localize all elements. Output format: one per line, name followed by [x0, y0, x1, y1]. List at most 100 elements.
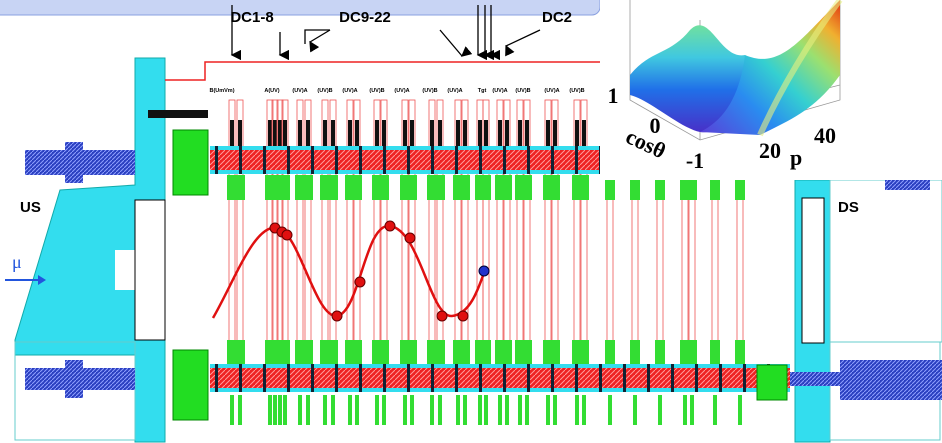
rail-joint [359, 364, 362, 392]
rail-joint [719, 364, 722, 392]
chamber-top [352, 175, 362, 200]
chamber-top [303, 175, 313, 200]
chamber-support [268, 395, 272, 425]
chamber-support [546, 395, 550, 425]
arrow [506, 30, 540, 46]
plane-label: B(UmVm) [209, 88, 234, 94]
rail-joint [743, 364, 746, 392]
plane-label: (UV)B [515, 88, 530, 94]
rail-joint [599, 364, 602, 392]
inset-x-tick: 1 [608, 83, 619, 108]
rail-joint [383, 146, 386, 174]
chamber-support [456, 395, 460, 425]
chamber-support [430, 120, 434, 150]
chamber-support [382, 120, 386, 150]
chamber-top [235, 175, 245, 200]
beam-pipe [790, 372, 840, 386]
rail-joint [551, 146, 554, 174]
hit [332, 311, 342, 321]
chamber-support [283, 395, 287, 425]
rail-joint [215, 146, 218, 174]
chamber-support [553, 395, 557, 425]
chamber-support [518, 395, 522, 425]
chamber-support [273, 395, 277, 425]
hit [385, 221, 395, 231]
beam-pipe [840, 360, 942, 400]
chamber-support [278, 395, 282, 425]
chamber-support [375, 395, 379, 425]
chamber-support [608, 395, 612, 425]
detector-label: DC9-22 [339, 9, 391, 26]
chamber-support [331, 395, 335, 425]
downstream-inner [802, 198, 824, 343]
rail-joint [407, 146, 410, 174]
plane-label: (UV)A [544, 88, 559, 94]
rail-joint [455, 364, 458, 392]
rail-joint [239, 146, 242, 174]
track [213, 226, 485, 318]
chamber-support [403, 395, 407, 425]
rail-joint [287, 146, 290, 174]
chamber-support [463, 120, 467, 150]
chamber-support [298, 120, 302, 150]
plane-label: (UV)A [342, 88, 357, 94]
chamber-support [273, 120, 277, 150]
hit-start [479, 266, 489, 276]
rail-joint [431, 364, 434, 392]
rail-joint [383, 364, 386, 392]
rail-joint [311, 364, 314, 392]
rail-joint [695, 364, 698, 392]
chamber-support [230, 395, 234, 425]
rail-joint [479, 364, 482, 392]
chamber-support [230, 120, 234, 150]
chamber-top [379, 175, 389, 200]
inset: 10-12040cosθp [600, 0, 942, 180]
green-block [173, 130, 208, 195]
rail-joint [623, 364, 626, 392]
green-block [757, 365, 787, 400]
chamber-top [280, 175, 290, 200]
chamber-support [525, 395, 529, 425]
chamber-support [498, 120, 502, 150]
chamber-support [355, 395, 359, 425]
rail-joint [647, 364, 650, 392]
chamber-support [268, 120, 272, 150]
rail-joint [551, 364, 554, 392]
hit [458, 311, 468, 321]
rail-joint [503, 146, 506, 174]
chamber-top [435, 175, 445, 200]
diagram: B(UmVm)A(UV)(UV)A(UV)B(UV)A(UV)B(UV)A(UV… [0, 0, 942, 443]
page: B(UmVm)A(UV)(UV)A(UV)B(UV)A(UV)B(UV)A(UV… [0, 0, 942, 443]
inset-y-label: p [790, 145, 802, 170]
inset-y-tick: 40 [814, 123, 836, 148]
rail-joint [503, 364, 506, 392]
chamber-support [348, 120, 352, 150]
downstream-label: DS [838, 199, 859, 216]
chamber-support [403, 120, 407, 150]
inset-y-tick: 20 [759, 138, 781, 163]
rail-joint [407, 364, 410, 392]
rail-joint [215, 364, 218, 392]
rail-joint [479, 146, 482, 174]
chamber-support [348, 395, 352, 425]
chamber-support [283, 120, 287, 150]
hit [437, 311, 447, 321]
rail-joint [431, 146, 434, 174]
plane-label: (UV)A [492, 88, 507, 94]
chamber-support [430, 395, 434, 425]
chamber-support [382, 395, 386, 425]
plane-label: Tgt [478, 88, 487, 94]
hit [282, 230, 292, 240]
chamber-support [484, 395, 488, 425]
plane-label: (UV)B [422, 88, 437, 94]
chamber-support [331, 120, 335, 150]
chamber-support [278, 120, 282, 150]
chamber-support [658, 395, 662, 425]
rail-joint [239, 364, 242, 392]
rail-joint [287, 364, 290, 392]
chamber-support [323, 395, 327, 425]
chamber-support [738, 395, 742, 425]
chamber-top [550, 175, 560, 200]
chamber-support [525, 120, 529, 150]
chamber-support [575, 395, 579, 425]
